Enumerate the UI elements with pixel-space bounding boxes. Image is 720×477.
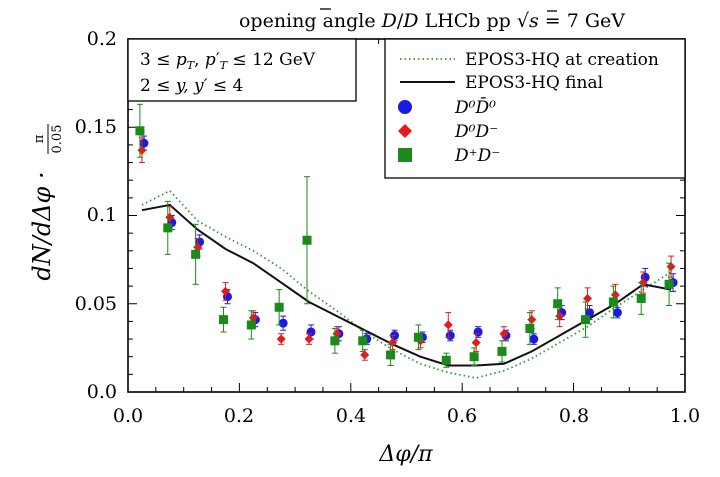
cut-pt-lead: 3 ≤ <box>140 50 176 70</box>
point-d0d0bar <box>585 308 595 318</box>
point-d0dm <box>583 293 593 303</box>
curve-creation <box>141 189 672 379</box>
point-dpdm <box>135 126 145 136</box>
x-tick-label: 0.6 <box>447 405 477 427</box>
point-d0dm <box>527 315 537 325</box>
point-dpdm <box>330 336 340 346</box>
cut-pt-prime: ′ <box>216 50 220 70</box>
model-curves <box>141 189 672 379</box>
y-tick-label: 0.05 <box>75 293 117 315</box>
title-lead: opening angle <box>239 10 382 32</box>
title-experiment: LHCb pp <box>419 10 517 32</box>
cut-pt-tail: ≤ 12 GeV <box>227 50 316 70</box>
point-d0dm <box>276 334 286 344</box>
data-points <box>135 103 678 368</box>
legend-marker-d0dm <box>398 124 412 138</box>
legend-marker-dpdm <box>398 148 412 162</box>
y-axis-label-frac-num: π <box>32 134 47 143</box>
cut-pt-comma: , <box>194 50 205 70</box>
y-axis-label-main: dN/dΔφ · <box>28 171 56 280</box>
cut-y-lead: 2 ≤ <box>140 76 176 96</box>
point-d0d0bar <box>473 327 483 337</box>
title-s: s <box>529 10 539 32</box>
y-tick-labels: 0.0 0.05 0.1 0.15 0.2 <box>75 28 117 403</box>
x-tick-labels: 0.0 0.2 0.4 0.6 0.8 1.0 <box>113 405 700 427</box>
cuts-box <box>127 38 357 102</box>
point-dpdm <box>553 299 563 309</box>
y-axis-label: dN/dΔφ · π 0.05 <box>28 124 65 281</box>
title-energy: = 7 GeV <box>539 10 626 32</box>
point-d0dm <box>304 334 314 344</box>
point-dpdm <box>581 315 591 325</box>
point-dpdm <box>525 323 535 333</box>
title-dbar: D <box>402 10 418 32</box>
point-dpdm <box>469 352 479 362</box>
title-slash: / <box>397 10 404 32</box>
cut-y-var: y, y′ <box>175 76 208 96</box>
y-tick-label: 0.15 <box>75 116 117 138</box>
point-dpdm <box>386 350 396 360</box>
cut-pt: 3 ≤ pT, p′T ≤ 12 GeV <box>140 50 316 72</box>
point-dpdm <box>441 355 451 365</box>
y-tick-label: 0.2 <box>87 28 117 50</box>
cut-pt-sub2: T <box>220 59 229 72</box>
x-axis-label: Δφ/π <box>378 442 433 467</box>
title-d: D <box>381 10 397 32</box>
curve-final <box>141 203 672 367</box>
y-tick-label: 0.0 <box>87 381 117 403</box>
point-dpdm <box>358 336 368 346</box>
point-d0d0bar <box>278 318 288 328</box>
chart-title: opening angle D/D LHCb pp √s = 7 GeV <box>239 10 625 32</box>
legend-box <box>384 38 686 179</box>
point-d0d0bar <box>612 308 622 318</box>
x-tick-label: 0.0 <box>113 405 143 427</box>
point-d0dm <box>220 286 230 296</box>
point-dpdm <box>191 249 201 259</box>
point-d0dm <box>443 320 453 330</box>
point-d0d0bar <box>445 331 455 341</box>
cut-y-tail: ≤ 4 <box>208 76 244 96</box>
point-dpdm <box>636 293 646 303</box>
legend-label-creation: EPOS3-HQ at creation <box>465 50 659 70</box>
cut-pt-var2: p <box>205 50 216 70</box>
legend-label-dpdm: D⁺D⁻ <box>454 146 500 166</box>
cut-pt-sub1: T <box>187 59 196 72</box>
point-d0d0bar <box>139 138 149 148</box>
point-dpdm <box>274 302 284 312</box>
point-dpdm <box>497 346 507 356</box>
y-tick-label: 0.1 <box>87 204 117 226</box>
point-dpdm <box>608 297 618 307</box>
x-tick-label: 1.0 <box>670 405 700 427</box>
point-dpdm <box>163 223 173 233</box>
title-sqrt: √ <box>517 10 530 32</box>
legend-marker-d0d0bar <box>398 100 412 114</box>
x-tick-label: 0.2 <box>224 405 254 427</box>
legend-label-d0d0bar: D⁰D̄⁰ <box>454 96 496 118</box>
point-d0d0bar <box>306 327 316 337</box>
legend-label-d0dm: D⁰D⁻ <box>454 122 498 142</box>
point-dpdm <box>664 279 674 289</box>
point-d0dm <box>471 338 481 348</box>
point-dpdm <box>246 320 256 330</box>
point-d0d0bar <box>529 334 539 344</box>
x-tick-label: 0.8 <box>559 405 589 427</box>
point-dpdm <box>218 315 228 325</box>
y-axis-label-frac-den: 0.05 <box>50 125 65 154</box>
point-d0dm <box>360 350 370 360</box>
cut-y: 2 ≤ y, y′ ≤ 4 <box>140 76 243 96</box>
cut-pt-var1: p <box>176 50 187 70</box>
point-dpdm <box>413 332 423 342</box>
legend-label-final: EPOS3-HQ final <box>465 73 603 93</box>
point-d0dm <box>499 329 509 339</box>
point-dpdm <box>302 235 312 245</box>
x-tick-label: 0.4 <box>336 405 366 427</box>
